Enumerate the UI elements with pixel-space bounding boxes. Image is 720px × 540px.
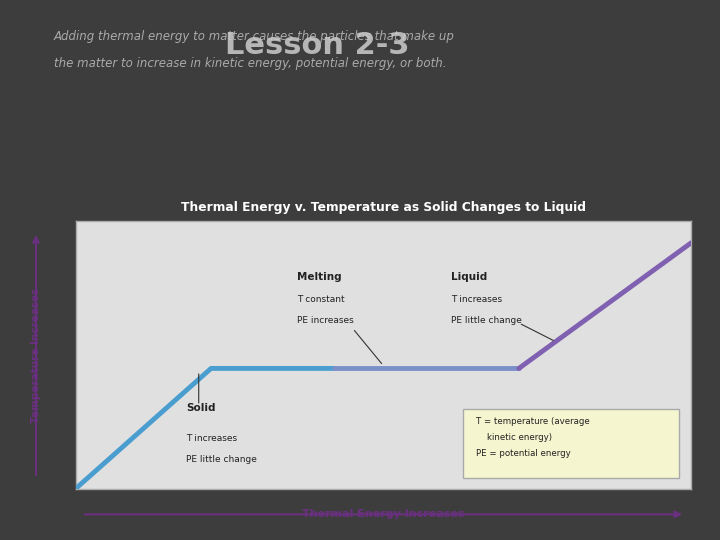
Text: Melting: Melting [297,272,342,282]
Text: T increases: T increases [451,295,503,303]
Text: PE little change: PE little change [451,316,522,325]
FancyBboxPatch shape [464,409,679,478]
Text: T increases: T increases [186,434,238,443]
Text: Adding thermal energy to matter causes the particles that make up: Adding thermal energy to matter causes t… [54,30,455,43]
Text: the matter to increase in kinetic energy, potential energy, or both.: the matter to increase in kinetic energy… [54,57,446,70]
Text: Temperature Increases: Temperature Increases [31,287,41,423]
Text: kinetic energy): kinetic energy) [476,433,552,442]
Text: Lesson 2-3: Lesson 2-3 [225,31,409,60]
Text: PE increases: PE increases [297,316,354,325]
Text: Thermal Energy v. Temperature as Solid Changes to Liquid: Thermal Energy v. Temperature as Solid C… [181,201,586,214]
Text: Liquid: Liquid [451,272,487,282]
Text: T constant: T constant [297,295,345,303]
Text: PE little change: PE little change [186,455,257,464]
Text: T = temperature (average: T = temperature (average [476,416,590,426]
Text: PE = potential energy: PE = potential energy [476,449,570,457]
Text: Thermal Energy Increases: Thermal Energy Increases [302,509,464,519]
Text: Solid: Solid [186,403,216,413]
